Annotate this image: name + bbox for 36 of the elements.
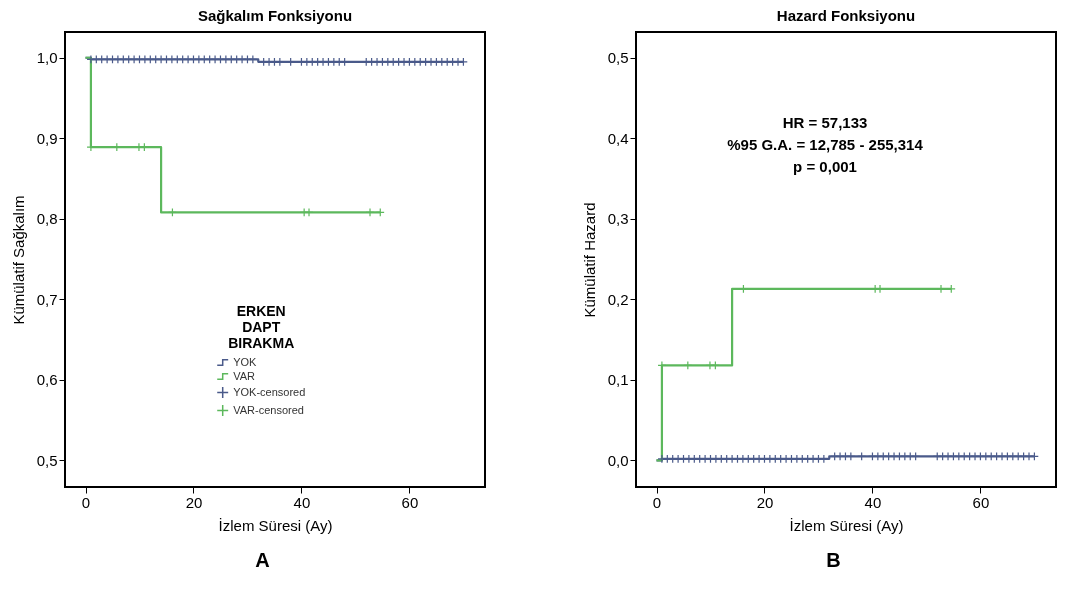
y-tick-label: 0,4 xyxy=(607,129,629,147)
x-tick-label: 0 xyxy=(652,493,662,511)
x-axis-title: İzlem Süresi (Ay) xyxy=(218,516,333,534)
y-tick-label: 1,0 xyxy=(36,49,58,67)
y-tick-label: 0,2 xyxy=(607,290,629,308)
x-tick-label: 20 xyxy=(756,493,774,511)
y-axis-title: Kümülatif Hazard xyxy=(580,202,598,318)
y-tick-label: 0,5 xyxy=(36,451,58,469)
legend-label: YOK xyxy=(233,355,258,368)
legend-title: ERKEN DAPT BIRAKMA xyxy=(228,303,295,351)
annotation: p = 0,001 xyxy=(793,158,857,175)
chart-title: Sağkalım Fonksiyonu xyxy=(197,7,353,24)
x-tick-label: 40 xyxy=(293,493,311,511)
y-tick-label: 0,6 xyxy=(36,371,58,389)
text: B xyxy=(826,549,841,571)
x-tick-label: 20 xyxy=(185,493,203,511)
annotation: HR = 57,133 xyxy=(782,114,868,131)
x-tick-label: 40 xyxy=(864,493,882,511)
text: A xyxy=(255,549,270,571)
x-axis-title: İzlem Süresi (Ay) xyxy=(789,516,904,534)
y-tick-label: 0,3 xyxy=(607,210,629,228)
y-tick-label: 0,5 xyxy=(607,49,629,67)
chart-title: Hazard Fonksiyonu xyxy=(776,7,916,24)
legend-label: VAR-censored xyxy=(233,403,304,416)
x-tick-label: 0 xyxy=(81,493,91,511)
y-axis-title: Kümülatif Sağkalım xyxy=(9,195,27,325)
annotation: %95 G.A. = 12,785 - 255,314 xyxy=(727,136,924,153)
legend-label: VAR xyxy=(233,369,256,382)
y-tick-label: 0,1 xyxy=(607,371,629,389)
y-tick-label: 0,8 xyxy=(36,210,58,228)
x-tick-label: 60 xyxy=(401,493,419,511)
y-tick-label: 0,7 xyxy=(36,290,58,308)
legend-label: YOK-censored xyxy=(233,385,306,398)
y-tick-label: 0,9 xyxy=(36,129,58,147)
x-tick-label: 60 xyxy=(972,493,990,511)
y-tick-label: 0,0 xyxy=(607,451,629,469)
